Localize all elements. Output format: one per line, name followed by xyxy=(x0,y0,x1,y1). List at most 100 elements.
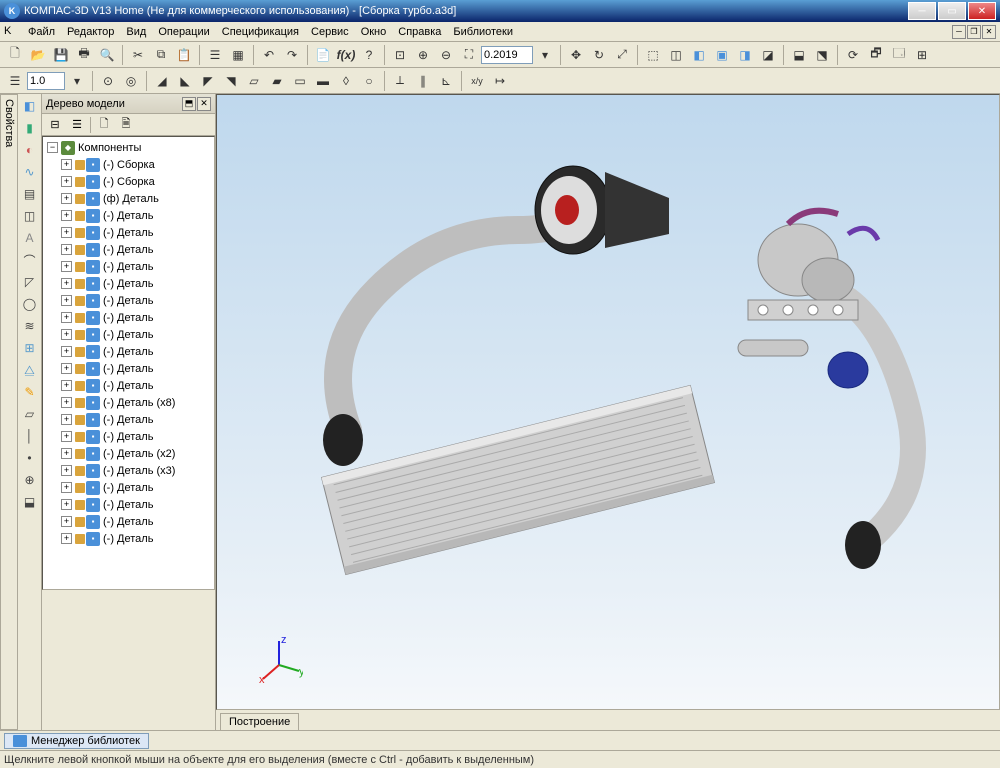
expander-icon[interactable]: + xyxy=(61,227,72,238)
tree-item[interactable]: +▪(ф) Деталь xyxy=(45,190,212,207)
lt-measure-icon[interactable]: A xyxy=(20,228,40,248)
expander-icon[interactable]: + xyxy=(61,176,72,187)
lt-tool-a-icon[interactable]: ⊕ xyxy=(20,470,40,490)
menu-edit[interactable]: Редактор xyxy=(61,24,120,40)
expander-icon[interactable]: + xyxy=(61,193,72,204)
pan-button[interactable]: ✥ xyxy=(565,44,587,66)
perspective-button[interactable]: ◨ xyxy=(734,44,756,66)
sketch-j-button[interactable]: ○ xyxy=(358,70,380,92)
tool-e-button[interactable]: ⊞ xyxy=(911,44,933,66)
menu-spec[interactable]: Спецификация xyxy=(216,24,305,40)
open-button[interactable]: 📂 xyxy=(27,44,49,66)
tree-item[interactable]: +▪(-) Деталь xyxy=(45,360,212,377)
axis-x-button[interactable]: ↦ xyxy=(489,70,511,92)
minimize-button[interactable]: ─ xyxy=(908,2,936,20)
lt-sweep-icon[interactable]: ∿ xyxy=(20,162,40,182)
sketch-b-button[interactable]: ◣ xyxy=(174,70,196,92)
undo-button[interactable]: ↶ xyxy=(258,44,280,66)
tree-item[interactable]: +▪(-) Деталь xyxy=(45,377,212,394)
snap-a-button[interactable]: ⊙ xyxy=(97,70,119,92)
lt-sketch-icon[interactable]: ✎ xyxy=(20,382,40,402)
expander-icon[interactable]: + xyxy=(61,448,72,459)
expander-icon[interactable]: + xyxy=(61,533,72,544)
xy-button[interactable]: x/y xyxy=(466,70,488,92)
tree-filter-a-button[interactable]: 🗋 xyxy=(95,116,113,134)
tree-body[interactable]: − ◆ Компоненты +▪(-) Сборка+▪(-) Сборка+… xyxy=(42,136,215,590)
menu-file[interactable]: Файл xyxy=(22,24,61,40)
expander-icon[interactable]: + xyxy=(61,414,72,425)
sketch-f-button[interactable]: ▰ xyxy=(266,70,288,92)
lt-thread-icon[interactable]: ≋ xyxy=(20,316,40,336)
menu-view[interactable]: Вид xyxy=(120,24,152,40)
copy-button[interactable]: ⧉ xyxy=(150,44,172,66)
sketch-e-button[interactable]: ▱ xyxy=(243,70,265,92)
expander-icon[interactable]: + xyxy=(61,261,72,272)
lt-plane-icon[interactable]: ▱ xyxy=(20,404,40,424)
sketch-d-button[interactable]: ◥ xyxy=(220,70,242,92)
tree-item[interactable]: +▪(-) Деталь (x2) xyxy=(45,445,212,462)
menu-help[interactable]: Справка xyxy=(392,24,447,40)
close-button[interactable]: ✕ xyxy=(968,2,996,20)
menu-window[interactable]: Окно xyxy=(355,24,393,40)
tree-item[interactable]: +▪(-) Деталь xyxy=(45,224,212,241)
lt-pattern-icon[interactable]: ⊞ xyxy=(20,338,40,358)
tree-item[interactable]: +▪(-) Деталь xyxy=(45,411,212,428)
fx-button[interactable]: f(x) xyxy=(335,44,357,66)
expander-icon[interactable]: + xyxy=(61,380,72,391)
rotate-button[interactable]: ↻ xyxy=(588,44,610,66)
tab-build[interactable]: Построение xyxy=(220,713,299,730)
rebuild-button[interactable]: ⟳ xyxy=(842,44,864,66)
zoom-input[interactable] xyxy=(481,46,533,64)
expander-icon[interactable]: + xyxy=(61,312,72,323)
expander-icon[interactable]: + xyxy=(61,397,72,408)
expander-icon[interactable]: + xyxy=(61,329,72,340)
tree-item[interactable]: +▪(-) Деталь (x3) xyxy=(45,462,212,479)
print-button[interactable]: 🖶 xyxy=(73,44,95,66)
zoom-in-button[interactable]: ⊕ xyxy=(412,44,434,66)
expander-icon[interactable]: + xyxy=(61,159,72,170)
expander-icon[interactable]: + xyxy=(61,363,72,374)
tree-item[interactable]: +▪(-) Деталь xyxy=(45,428,212,445)
lt-tool-b-icon[interactable]: ⬓ xyxy=(20,492,40,512)
expander-icon[interactable]: + xyxy=(61,499,72,510)
expander-icon[interactable]: + xyxy=(61,431,72,442)
tree-item[interactable]: +▪(-) Деталь xyxy=(45,309,212,326)
paste-button[interactable]: 📋 xyxy=(173,44,195,66)
tree-item[interactable]: +▪(-) Деталь xyxy=(45,292,212,309)
tool-d-button[interactable]: 🗔 xyxy=(888,44,910,66)
shaded-button[interactable]: ◧ xyxy=(688,44,710,66)
doc-restore-button[interactable]: ❐ xyxy=(967,25,981,39)
tool-b-button[interactable]: ⬔ xyxy=(811,44,833,66)
expander-icon[interactable]: + xyxy=(61,482,72,493)
menu-libraries[interactable]: Библиотеки xyxy=(447,24,519,40)
grid-button[interactable]: ▦ xyxy=(227,44,249,66)
zoom-window-button[interactable]: ⊡ xyxy=(389,44,411,66)
tree-mode-b-button[interactable]: ☰ xyxy=(68,116,86,134)
tree-filter-b-button[interactable]: 🗎 xyxy=(117,116,135,134)
library-manager-button[interactable]: Менеджер библиотек xyxy=(4,733,149,749)
sketch-c-button[interactable]: ◤ xyxy=(197,70,219,92)
line-weight-input[interactable] xyxy=(27,72,65,90)
wireframe-button[interactable]: ⬚ xyxy=(642,44,664,66)
lt-point-icon[interactable]: • xyxy=(20,448,40,468)
tree-item[interactable]: +▪(-) Деталь xyxy=(45,479,212,496)
line-dropdown-button[interactable]: ▾ xyxy=(66,70,88,92)
tree-item[interactable]: +▪(-) Деталь xyxy=(45,343,212,360)
canvas-3d[interactable]: z y x xyxy=(216,94,1000,710)
expander-icon[interactable]: + xyxy=(61,516,72,527)
expander-icon[interactable]: + xyxy=(61,465,72,476)
lt-axis-icon[interactable]: │ xyxy=(20,426,40,446)
tree-item[interactable]: +▪(-) Деталь (x8) xyxy=(45,394,212,411)
properties-button[interactable]: ☰ xyxy=(204,44,226,66)
constraint-c-button[interactable]: ⊾ xyxy=(435,70,457,92)
expander-icon[interactable]: + xyxy=(61,295,72,306)
tree-item[interactable]: +▪(-) Деталь xyxy=(45,530,212,547)
tree-root[interactable]: − ◆ Компоненты xyxy=(45,139,212,156)
sketch-i-button[interactable]: ◊ xyxy=(335,70,357,92)
menu-operations[interactable]: Операции xyxy=(152,24,215,40)
doc-close-button[interactable]: ✕ xyxy=(982,25,996,39)
tool-a-button[interactable]: ⬓ xyxy=(788,44,810,66)
tree-item[interactable]: +▪(-) Деталь xyxy=(45,275,212,292)
tree-item[interactable]: +▪(-) Деталь xyxy=(45,207,212,224)
sketch-h-button[interactable]: ▬ xyxy=(312,70,334,92)
